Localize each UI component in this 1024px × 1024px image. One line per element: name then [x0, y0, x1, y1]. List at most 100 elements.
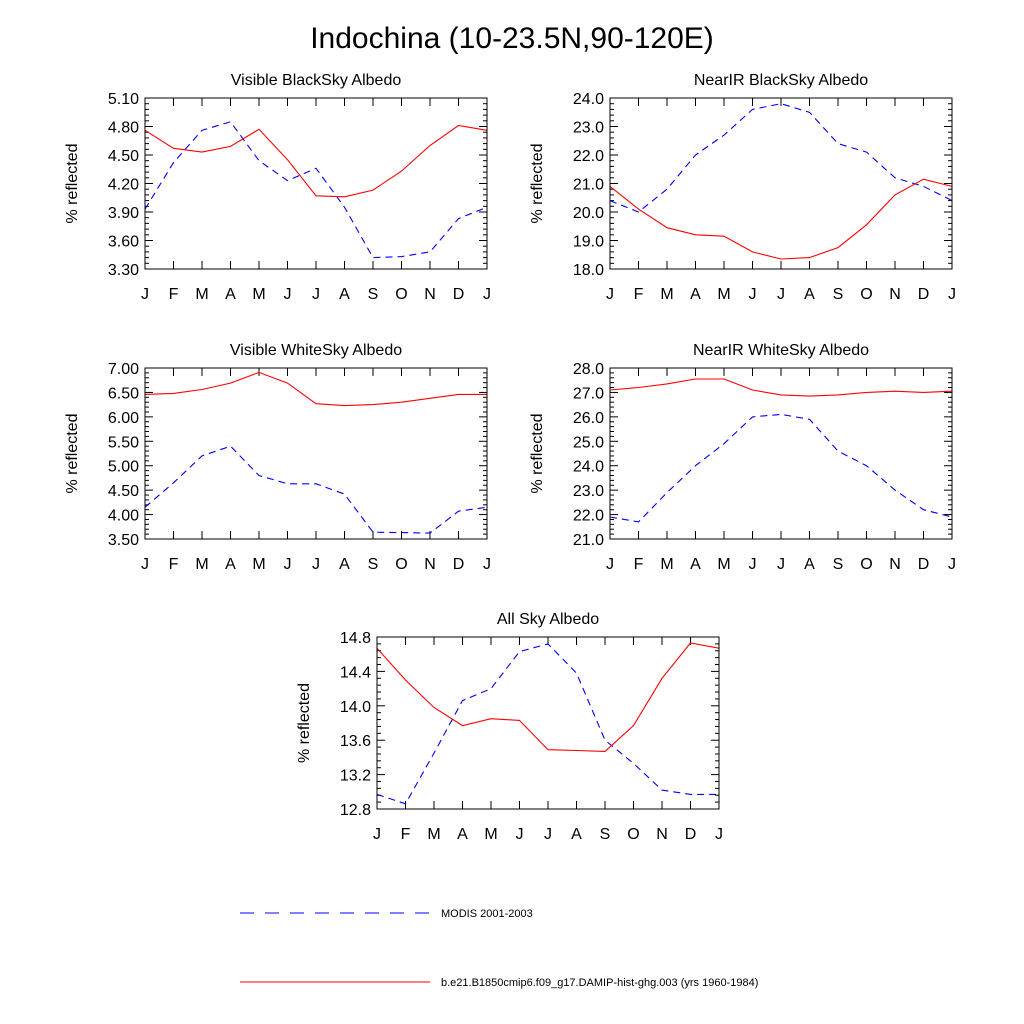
panel-title: NearIR WhiteSky Albedo	[693, 342, 869, 359]
y-tick-label: 14.0	[340, 699, 371, 716]
y-tick-label: 6.50	[108, 385, 139, 402]
x-tick-label: J	[483, 556, 491, 573]
x-tick-label: J	[544, 826, 552, 843]
y-tick-label: 21.0	[573, 532, 604, 549]
y-axis-label: % reflected	[529, 413, 546, 493]
x-tick-label: A	[690, 556, 701, 573]
x-tick-label: M	[717, 556, 730, 573]
y-tick-label: 3.90	[108, 205, 139, 222]
x-tick-label: D	[685, 826, 697, 843]
x-tick-label: M	[484, 826, 497, 843]
x-tick-label: F	[169, 286, 179, 303]
x-tick-label: N	[889, 556, 901, 573]
y-tick-label: 28.0	[573, 361, 604, 378]
y-tick-label: 19.0	[573, 234, 604, 251]
y-tick-label: 4.20	[108, 177, 139, 194]
y-tick-label: 4.00	[108, 508, 139, 525]
x-tick-label: A	[339, 556, 350, 573]
y-tick-label: 26.0	[573, 410, 604, 427]
y-tick-label: 5.10	[108, 91, 139, 108]
x-tick-label: J	[483, 286, 491, 303]
series-line-modis	[609, 103, 953, 213]
series-line-model	[144, 371, 487, 407]
legend-item-modis: MODIS 2001-2003	[240, 908, 533, 920]
figure-title: Indochina (10-23.5N,90-120E)	[310, 22, 714, 55]
series-line-model	[376, 642, 720, 752]
y-tick-label: 14.4	[340, 664, 371, 681]
x-tick-label: A	[225, 286, 236, 303]
series-line-modis	[144, 121, 488, 259]
y-tick-label: 5.00	[108, 459, 139, 476]
plot-frame	[609, 367, 953, 540]
y-tick-label: 4.50	[108, 483, 139, 500]
y-tick-label: 25.0	[573, 434, 604, 451]
x-tick-label: D	[453, 556, 465, 573]
y-tick-label: 12.8	[340, 802, 371, 819]
x-tick-label: S	[833, 556, 844, 573]
y-tick-label: 3.50	[108, 532, 139, 549]
x-tick-label: F	[634, 286, 644, 303]
x-tick-label: N	[889, 286, 901, 303]
x-tick-label: J	[606, 556, 614, 573]
x-tick-label: M	[660, 556, 673, 573]
x-tick-label: J	[284, 556, 292, 573]
y-tick-label: 27.0	[573, 385, 604, 402]
y-tick-label: 3.30	[108, 262, 139, 279]
y-axis-label: % reflected	[296, 683, 313, 763]
x-tick-label: M	[195, 286, 208, 303]
x-tick-label: J	[312, 286, 320, 303]
x-tick-label: J	[284, 286, 292, 303]
y-tick-label: 23.0	[573, 120, 604, 137]
series-line-model	[609, 378, 953, 397]
x-tick-label: N	[424, 556, 436, 573]
x-tick-label: F	[634, 556, 644, 573]
y-axis-label: % reflected	[529, 143, 546, 223]
x-tick-label: J	[948, 556, 956, 573]
series-line-model	[609, 178, 953, 260]
panel-title: NearIR BlackSky Albedo	[694, 72, 868, 89]
y-tick-label: 13.2	[340, 768, 371, 785]
panel-title: Visible WhiteSky Albedo	[230, 342, 402, 359]
y-axis-label: % reflected	[64, 413, 81, 493]
series-line-modis	[609, 413, 953, 523]
x-tick-label: J	[141, 556, 149, 573]
legend-item-model: b.e21.B1850cmip6.f09_g17.DAMIP-hist-ghg.…	[240, 977, 758, 989]
y-tick-label: 23.0	[573, 483, 604, 500]
series-line-modis	[144, 445, 488, 534]
x-tick-label: J	[749, 286, 757, 303]
y-tick-label: 5.50	[108, 434, 139, 451]
x-tick-label: O	[860, 556, 872, 573]
x-tick-label: F	[401, 826, 411, 843]
x-tick-label: O	[860, 286, 872, 303]
panel-title: Visible BlackSky Albedo	[231, 72, 402, 89]
x-tick-label: A	[804, 556, 815, 573]
x-tick-label: J	[749, 556, 757, 573]
y-tick-label: 18.0	[573, 262, 604, 279]
x-tick-label: A	[339, 286, 350, 303]
x-tick-label: S	[833, 286, 844, 303]
x-tick-label: J	[948, 286, 956, 303]
y-tick-label: 24.0	[573, 91, 604, 108]
y-tick-label: 22.0	[573, 508, 604, 525]
x-tick-label: M	[252, 556, 265, 573]
x-tick-label: J	[777, 286, 785, 303]
y-axis-label: % reflected	[64, 143, 81, 223]
x-tick-label: F	[169, 556, 179, 573]
y-tick-label: 7.00	[108, 361, 139, 378]
x-tick-label: J	[715, 826, 723, 843]
x-tick-label: M	[717, 286, 730, 303]
x-tick-label: O	[395, 556, 407, 573]
y-tick-label: 4.80	[108, 120, 139, 137]
y-tick-label: 20.0	[573, 205, 604, 222]
y-tick-label: 24.0	[573, 459, 604, 476]
x-tick-label: J	[312, 556, 320, 573]
x-tick-label: D	[453, 286, 465, 303]
x-tick-label: J	[777, 556, 785, 573]
x-tick-label: S	[368, 286, 379, 303]
